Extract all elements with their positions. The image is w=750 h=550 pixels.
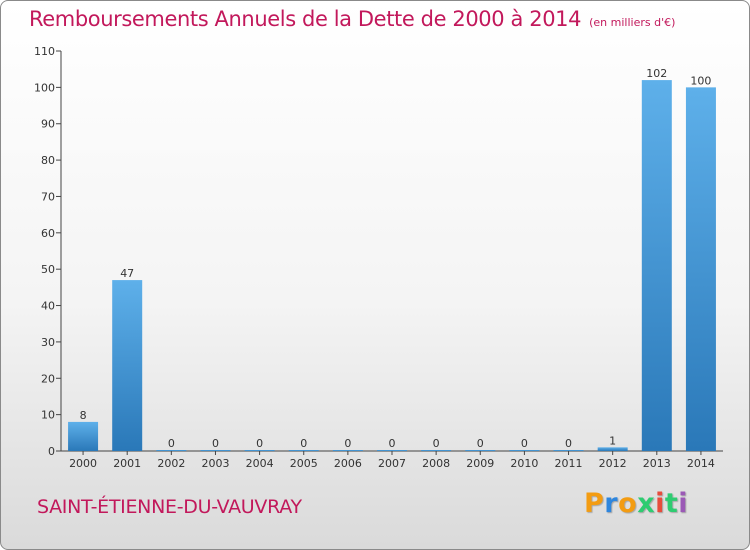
- bar: [641, 80, 672, 451]
- x-tick-label: 2003: [201, 457, 229, 470]
- chart-title: Remboursements Annuels de la Dette de 20…: [29, 7, 675, 31]
- y-tick-label: 20: [41, 372, 55, 385]
- chart-bars: 8 47 0 0 0 0 0 0 0 0 0 0 1 102 100: [68, 67, 716, 451]
- y-tick-label: 0: [48, 445, 55, 458]
- town-name: SAINT-ÉTIENNE-DU-VAUVRAY: [37, 496, 302, 518]
- x-tick-label: 2006: [334, 457, 362, 470]
- logo-letter: P: [584, 488, 605, 519]
- bar-value-label: 0: [168, 437, 175, 450]
- chart-title-text: Remboursements Annuels de la Dette de 20…: [29, 7, 582, 31]
- bar: [553, 450, 584, 451]
- logo-letter: t: [664, 488, 679, 519]
- bar: [377, 450, 407, 451]
- x-tick-label: 2002: [157, 457, 185, 470]
- bar: [465, 450, 496, 451]
- bar-value-label: 0: [256, 437, 263, 450]
- x-tick-label: 2010: [510, 457, 538, 470]
- logo-letter: i: [678, 488, 689, 519]
- bar: [244, 450, 275, 451]
- bar-value-label: 8: [80, 409, 87, 422]
- y-tick-label: 40: [41, 300, 55, 313]
- bar: [68, 421, 99, 451]
- x-tick-label: 2013: [643, 457, 671, 470]
- bar: [685, 87, 716, 451]
- x-tick-label: 2008: [422, 457, 450, 470]
- logo-letter: i: [655, 488, 665, 519]
- bar: [597, 447, 628, 451]
- logo-letter: o: [618, 488, 638, 519]
- bar-value-label: 47: [120, 267, 134, 280]
- y-tick-label: 90: [41, 118, 55, 131]
- x-tick-label: 2009: [466, 457, 494, 470]
- y-tick-label: 30: [41, 336, 55, 349]
- bar-value-label: 0: [389, 437, 396, 450]
- bar: [332, 450, 363, 451]
- proxiti-logo[interactable]: Proxiti: [584, 488, 688, 519]
- x-tick-label: 2011: [555, 457, 583, 470]
- y-tick-label: 70: [41, 190, 55, 203]
- bar: [156, 450, 187, 451]
- bar: [288, 450, 319, 451]
- bar-value-label: 0: [300, 437, 307, 450]
- bar-value-label: 0: [344, 437, 351, 450]
- x-tick-label: 2000: [69, 457, 97, 470]
- x-tick-label: 2004: [246, 457, 274, 470]
- bar-value-label: 0: [521, 437, 528, 450]
- chart-unit-label: (en milliers d'€): [589, 16, 676, 29]
- logo-letter: r: [604, 488, 619, 519]
- logo-letter: x: [637, 488, 656, 519]
- x-tick-label: 2012: [599, 457, 627, 470]
- bar-value-label: 1: [609, 434, 616, 447]
- x-tick-label: 2005: [290, 457, 318, 470]
- bar-value-label: 0: [433, 437, 440, 450]
- y-tick-label: 60: [41, 227, 55, 240]
- bar-value-label: 102: [646, 67, 667, 80]
- x-tick-label: 2014: [687, 457, 715, 470]
- y-tick-label: 100: [34, 81, 55, 94]
- bar: [509, 450, 540, 451]
- y-tick-label: 10: [41, 409, 55, 422]
- bar-value-label: 0: [565, 437, 572, 450]
- bar: [200, 450, 231, 451]
- bar-value-label: 0: [477, 437, 484, 450]
- y-tick-label: 50: [41, 263, 55, 276]
- bar: [421, 450, 452, 451]
- x-tick-label: 2001: [113, 457, 141, 470]
- bar: [112, 280, 143, 451]
- x-tick-label: 2007: [378, 457, 406, 470]
- bar-value-label: 100: [690, 74, 711, 87]
- bar-value-label: 0: [212, 437, 219, 450]
- y-tick-label: 80: [41, 154, 55, 167]
- y-tick-label: 110: [34, 45, 55, 58]
